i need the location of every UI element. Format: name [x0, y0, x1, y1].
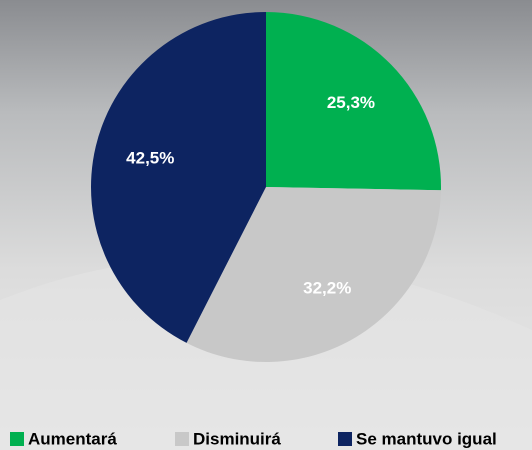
data-label: 32,2% — [303, 279, 351, 298]
legend-swatch — [338, 432, 352, 446]
legend-label: Se mantuvo igual — [356, 429, 497, 448]
chart: 25,3% 32,2% 42,5% Aumentará Disminuirá Se man… — [0, 0, 532, 450]
page: {"chart_data": {"type": "pie", "categori… — [0, 0, 532, 450]
legend-swatch — [175, 432, 189, 446]
legend-label: Aumentará — [28, 429, 117, 448]
legend-swatch — [10, 432, 24, 446]
data-label: 42,5% — [126, 149, 174, 168]
data-label: 25,3% — [327, 93, 375, 112]
legend-label: Disminuirá — [193, 429, 281, 448]
